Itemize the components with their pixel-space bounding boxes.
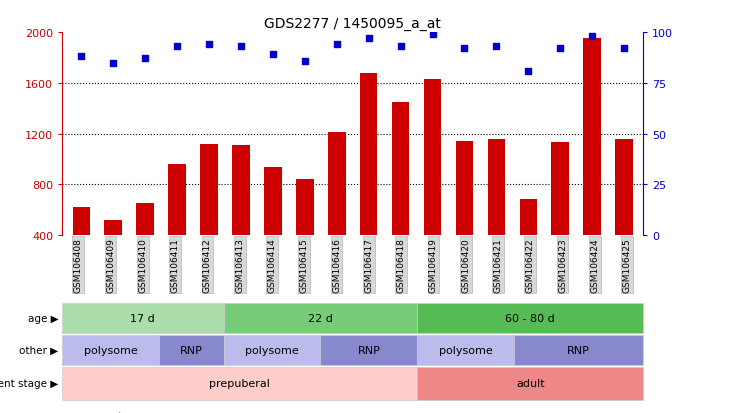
- Text: GSM106409: GSM106409: [106, 237, 115, 292]
- Point: [523, 68, 534, 75]
- Text: GSM106419: GSM106419: [429, 237, 438, 292]
- Text: GSM106424: GSM106424: [591, 237, 599, 292]
- Text: GSM106413: GSM106413: [235, 237, 244, 292]
- Point: [395, 44, 406, 50]
- Point: [140, 56, 151, 63]
- Text: 17 d: 17 d: [130, 313, 155, 323]
- Point: [331, 42, 343, 48]
- Text: GSM106412: GSM106412: [203, 237, 212, 292]
- Point: [267, 52, 279, 59]
- Point: [171, 44, 183, 50]
- Text: GSM106416: GSM106416: [332, 237, 341, 292]
- Text: polysome: polysome: [245, 345, 299, 355]
- Bar: [583, 39, 601, 286]
- Text: GSM106415: GSM106415: [300, 237, 308, 292]
- Text: GSM106421: GSM106421: [493, 237, 502, 292]
- Point: [203, 42, 215, 48]
- Bar: [392, 102, 409, 286]
- Text: RNP: RNP: [180, 345, 202, 355]
- Bar: [488, 139, 505, 286]
- Point: [554, 46, 566, 52]
- Text: other ▶: other ▶: [19, 345, 58, 355]
- Point: [107, 60, 119, 67]
- Text: ■: ■: [77, 410, 88, 413]
- Bar: [551, 143, 569, 286]
- Text: GSM106408: GSM106408: [74, 237, 83, 292]
- Text: GSM106414: GSM106414: [268, 237, 276, 292]
- Bar: [360, 74, 377, 286]
- Bar: [72, 208, 90, 286]
- Text: GSM106411: GSM106411: [170, 237, 180, 292]
- Point: [363, 36, 374, 43]
- Bar: [296, 180, 314, 286]
- Bar: [232, 146, 250, 286]
- Text: RNP: RNP: [567, 345, 590, 355]
- Text: GSM106423: GSM106423: [558, 237, 567, 292]
- Bar: [455, 142, 473, 286]
- Bar: [168, 165, 186, 286]
- Point: [299, 58, 311, 65]
- Text: GSM106410: GSM106410: [138, 237, 148, 292]
- Bar: [105, 220, 122, 286]
- Text: age ▶: age ▶: [28, 313, 58, 323]
- Point: [235, 44, 247, 50]
- Text: GSM106420: GSM106420: [461, 237, 470, 292]
- Bar: [328, 133, 346, 286]
- Point: [618, 46, 630, 52]
- Text: RNP: RNP: [357, 345, 380, 355]
- Bar: [264, 167, 281, 286]
- Text: prepuberal: prepuberal: [209, 379, 270, 389]
- Text: development stage ▶: development stage ▶: [0, 379, 58, 389]
- Bar: [616, 139, 633, 286]
- Text: count: count: [91, 411, 123, 413]
- Bar: [520, 200, 537, 286]
- Text: polysome: polysome: [83, 345, 137, 355]
- Point: [75, 54, 87, 61]
- Point: [491, 44, 502, 50]
- Text: GSM106425: GSM106425: [623, 237, 632, 292]
- Text: polysome: polysome: [439, 345, 493, 355]
- Text: GSM106418: GSM106418: [397, 237, 406, 292]
- Text: adult: adult: [516, 379, 545, 389]
- Bar: [200, 145, 218, 286]
- Text: 60 - 80 d: 60 - 80 d: [505, 313, 555, 323]
- Bar: [424, 80, 442, 286]
- Text: 22 d: 22 d: [308, 313, 333, 323]
- Point: [427, 32, 439, 38]
- Text: GSM106422: GSM106422: [526, 237, 535, 292]
- Title: GDS2277 / 1450095_a_at: GDS2277 / 1450095_a_at: [265, 17, 441, 31]
- Bar: [137, 204, 154, 286]
- Text: GSM106417: GSM106417: [364, 237, 374, 292]
- Point: [458, 46, 470, 52]
- Point: [586, 34, 598, 40]
